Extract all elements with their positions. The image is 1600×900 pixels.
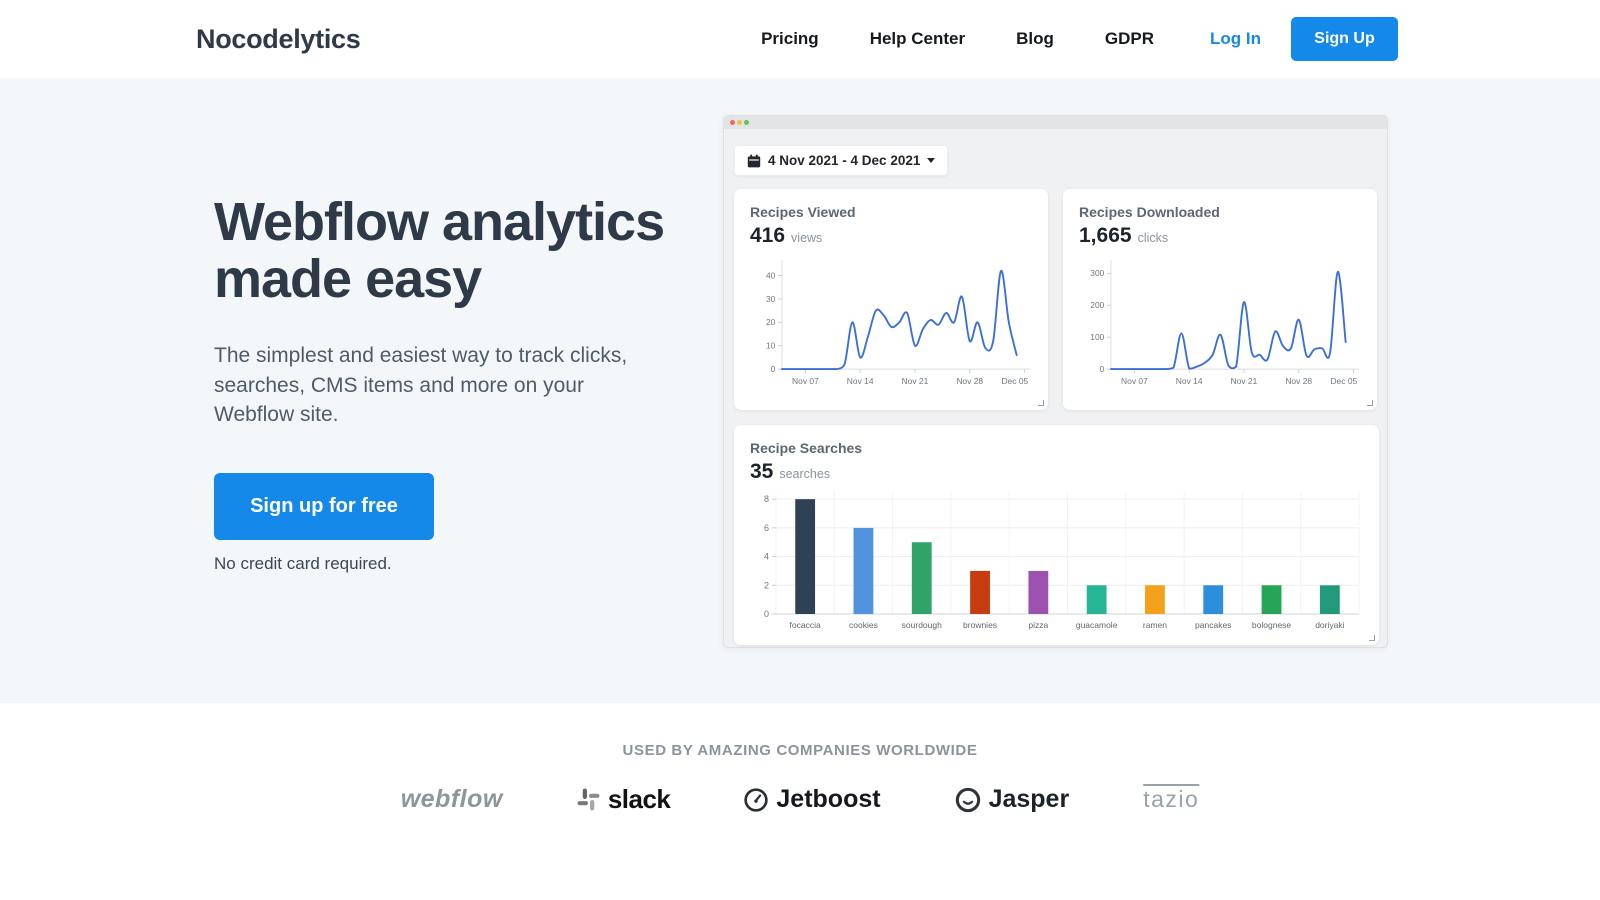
gauge-icon <box>744 787 769 812</box>
company-logo-row: webflow slack Jetboost Jasper <box>0 784 1600 815</box>
resize-handle-icon <box>1369 635 1375 641</box>
slack-wordmark: slack <box>607 784 671 814</box>
nav-gdpr[interactable]: GDPR <box>1104 29 1155 48</box>
svg-text:300: 300 <box>1090 268 1104 278</box>
metric: 35 searches <box>750 460 1363 484</box>
nav-pricing[interactable]: Pricing <box>761 29 819 48</box>
slack-icon <box>577 788 600 811</box>
svg-text:Nov 28: Nov 28 <box>1285 376 1312 386</box>
dashboard-body: 4 Nov 2021 - 4 Dec 2021 Recipes Viewed 4… <box>724 129 1387 645</box>
svg-text:40: 40 <box>766 270 776 280</box>
page-title-line2: made easy <box>214 249 482 309</box>
svg-text:200: 200 <box>1090 300 1104 310</box>
svg-text:2: 2 <box>764 580 769 590</box>
svg-text:guacamole: guacamole <box>1076 620 1118 630</box>
svg-text:30: 30 <box>766 294 776 304</box>
svg-text:cookies: cookies <box>849 620 878 630</box>
date-range-label: 4 Nov 2021 - 4 Dec 2021 <box>768 153 921 168</box>
svg-text:8: 8 <box>764 494 769 504</box>
nav-help-center[interactable]: Help Center <box>869 29 966 48</box>
svg-text:bolognese: bolognese <box>1252 620 1292 630</box>
svg-text:brownies: brownies <box>963 620 997 630</box>
window-minimize-icon <box>737 120 742 125</box>
page-title-line1: Webflow analytics <box>214 192 665 252</box>
window-maximize-icon <box>744 120 749 125</box>
svg-text:20: 20 <box>766 317 776 327</box>
svg-text:Nov 07: Nov 07 <box>1121 376 1148 386</box>
dashboard-window: 4 Nov 2021 - 4 Dec 2021 Recipes Viewed 4… <box>723 115 1388 648</box>
metric-unit: views <box>791 231 823 245</box>
metric-value: 416 <box>750 224 786 247</box>
companies-section: USED BY AMAZING COMPANIES WORLDWIDE webf… <box>0 703 1600 815</box>
recipe-searches-card: Recipe Searches 35 searches 0 2 4 6 8 focacci… <box>734 425 1379 645</box>
card-title: Recipe Searches <box>750 440 863 456</box>
svg-text:Nov 28: Nov 28 <box>956 376 983 386</box>
svg-text:Nov 14: Nov 14 <box>847 376 874 386</box>
svg-text:0: 0 <box>764 609 769 619</box>
logo[interactable]: Nocodelytics <box>196 23 361 54</box>
chevron-down-icon <box>927 158 936 163</box>
recipes-downloaded-line-chart: 0 100 200 300 Nov 07 Nov 14 Nov 21 Nov 28 Dec 05 <box>1090 260 1360 386</box>
svg-text:0: 0 <box>1100 364 1105 374</box>
metric-value: 1,665 <box>1079 224 1132 247</box>
card-title: Recipes Viewed <box>750 204 856 220</box>
hero-subtitle: The simplest and easiest way to track cl… <box>214 344 628 426</box>
jasper-logo: Jasper <box>955 785 1070 814</box>
svg-text:ramen: ramen <box>1143 620 1167 630</box>
svg-text:Nov 14: Nov 14 <box>1176 376 1203 386</box>
svg-text:Dec 05: Dec 05 <box>1330 376 1357 386</box>
window-titlebar <box>724 116 1387 129</box>
tazio-logo: tazio <box>1143 786 1200 812</box>
svg-text:Dec 05: Dec 05 <box>1001 376 1028 386</box>
svg-text:pizza: pizza <box>1028 620 1048 630</box>
login-link[interactable]: Log In <box>1210 29 1261 48</box>
companies-heading: USED BY AMAZING COMPANIES WORLDWIDE <box>622 742 978 759</box>
recipe-searches-bar-chart: 0 2 4 6 8 focaccia cookies sourdough brownies piz… <box>764 492 1360 630</box>
recipes-viewed-line-chart: 0 10 20 30 40 Nov 07 Nov 14 Nov 21 Nov 28 Dec 05 <box>766 260 1031 386</box>
metric-unit: clicks <box>1137 231 1169 245</box>
hero-section: Webflow analytics made easy The simplest… <box>0 78 1600 703</box>
slack-logo: slack <box>577 784 671 815</box>
resize-handle-icon <box>1038 400 1044 406</box>
svg-text:10: 10 <box>766 341 776 351</box>
svg-text:6: 6 <box>764 523 769 533</box>
hero-copy: Webflow analytics made easy The simplest… <box>214 194 684 574</box>
metric: 1,665 clicks <box>1079 224 1361 248</box>
metric-value: 35 <box>750 460 774 483</box>
card-title: Recipes Downloaded <box>1079 204 1220 220</box>
cta-note: No credit card required. <box>214 553 392 573</box>
svg-text:0: 0 <box>771 364 776 374</box>
svg-text:focaccia: focaccia <box>790 620 821 630</box>
svg-text:100: 100 <box>1090 332 1104 342</box>
date-range-picker[interactable]: 4 Nov 2021 - 4 Dec 2021 <box>734 145 949 176</box>
nav-blog[interactable]: Blog <box>1016 29 1054 48</box>
svg-text:Nov 21: Nov 21 <box>902 376 929 386</box>
svg-text:4: 4 <box>764 552 769 562</box>
page-title: Webflow analytics made easy <box>214 194 684 308</box>
metric-unit: searches <box>779 467 831 481</box>
svg-text:Nov 07: Nov 07 <box>792 376 819 386</box>
main-nav: Pricing Help Center Blog GDPR Log In Sig… <box>710 17 1398 61</box>
jetboost-logo: Jetboost <box>744 785 881 814</box>
cta-signup-free-button[interactable]: Sign up for free <box>214 472 434 540</box>
recipes-viewed-card: Recipes Viewed 416 views 0 10 20 30 40 Nov 07… <box>734 189 1048 410</box>
svg-text:pancakes: pancakes <box>1195 620 1231 630</box>
signup-button[interactable]: Sign Up <box>1291 17 1398 61</box>
svg-text:doriyaki: doriyaki <box>1315 620 1344 630</box>
window-close-icon <box>730 120 735 125</box>
svg-text:sourdough: sourdough <box>902 620 942 630</box>
jasper-icon <box>955 787 980 812</box>
header: Nocodelytics Pricing Help Center Blog GD… <box>0 0 1600 78</box>
svg-text:Nov 21: Nov 21 <box>1231 376 1258 386</box>
recipes-downloaded-card: Recipes Downloaded 1,665 clicks 0 100 200 3… <box>1063 189 1377 410</box>
resize-handle-icon <box>1367 400 1373 406</box>
jetboost-wordmark: Jetboost <box>776 785 881 813</box>
metric: 416 views <box>750 224 1032 248</box>
jasper-wordmark: Jasper <box>988 785 1070 813</box>
webflow-logo: webflow <box>400 785 503 813</box>
calendar-icon <box>747 154 761 167</box>
